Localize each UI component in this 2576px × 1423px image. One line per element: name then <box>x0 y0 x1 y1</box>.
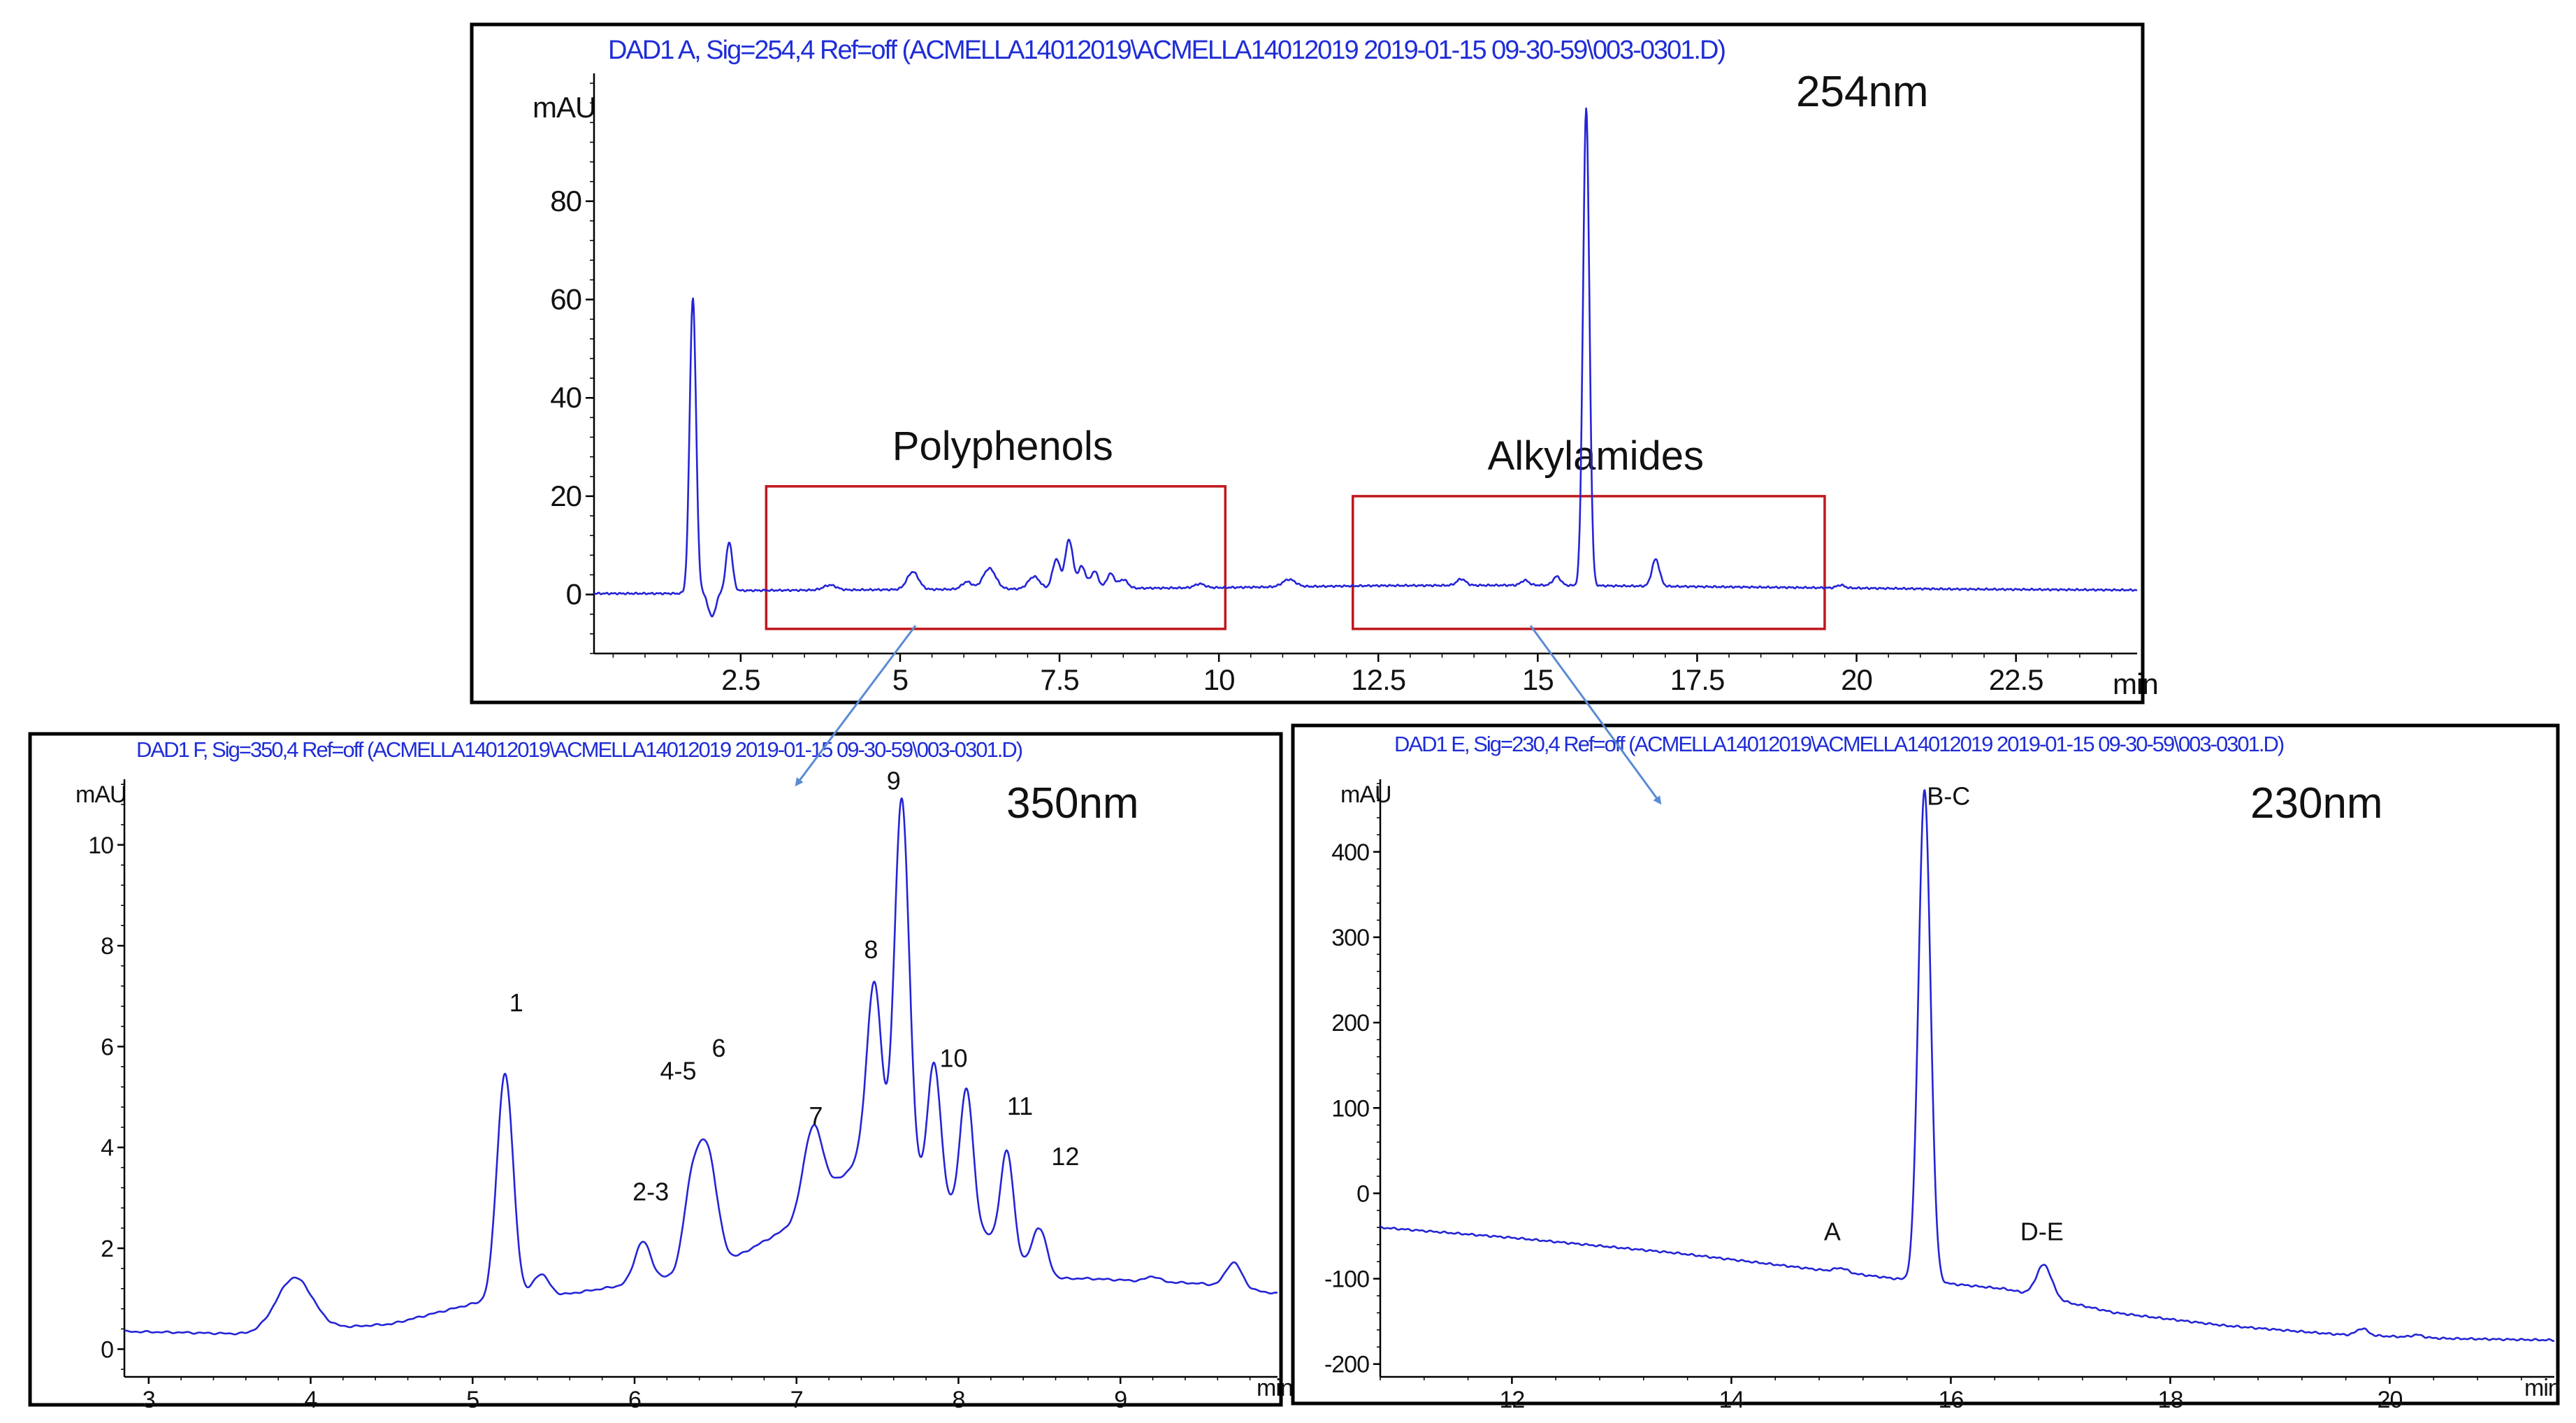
panel-frame <box>1291 723 2560 1406</box>
chart-panel-350nm: DAD1 F, Sig=350,4 Ref=off (ACMELLA140120… <box>28 732 1294 1413</box>
peak-label: 9 <box>887 766 901 795</box>
x-tick-label: 9 <box>1114 1387 1127 1413</box>
x-tick-label: 18 <box>2158 1387 2183 1413</box>
x-tick-label: 12.5 <box>1351 663 1405 696</box>
x-axis-unit: min <box>1257 1375 1293 1401</box>
x-tick-label: 7 <box>790 1387 803 1413</box>
peak-label: D-E <box>2020 1218 2064 1246</box>
x-tick-label: 2.5 <box>721 663 760 696</box>
region-label-alkylamides: Alkylamides <box>1488 433 1704 479</box>
peak-label: 10 <box>939 1043 967 1072</box>
wavelength-label: 230nm <box>2250 779 2383 828</box>
y-tick-label: 300 <box>1331 925 1369 951</box>
peak-label: 12 <box>1051 1142 1079 1171</box>
x-tick-label: 15 <box>1522 663 1554 696</box>
x-tick-label: 22.5 <box>1989 663 2043 696</box>
y-tick-label: 40 <box>550 381 581 414</box>
x-tick-label: 20 <box>1841 663 1872 696</box>
peak-label: 7 <box>809 1101 823 1130</box>
x-tick-label: 20 <box>2378 1387 2403 1413</box>
x-tick-label: 8 <box>953 1387 965 1413</box>
x-tick-label: 17.5 <box>1670 663 1725 696</box>
chart-panel-254nm: DAD1 A, Sig=254,4 Ref=off (ACMELLA140120… <box>470 22 2159 705</box>
y-axis-unit: mAU <box>533 91 595 124</box>
x-tick-label: 7.5 <box>1040 663 1078 696</box>
wavelength-label: 350nm <box>1006 779 1139 828</box>
y-tick-label: 0 <box>101 1336 113 1363</box>
peak-label: 1 <box>509 988 523 1017</box>
panel-header: DAD1 A, Sig=254,4 Ref=off (ACMELLA140120… <box>608 36 1725 65</box>
peak-label: 4-5 <box>660 1056 697 1085</box>
chromatogram-trace <box>593 107 2138 618</box>
y-tick-label: 400 <box>1331 839 1369 866</box>
y-tick-label: 80 <box>550 185 581 217</box>
y-tick-label: 100 <box>1331 1095 1369 1122</box>
peak-labels: 1 2-3 4-5 6 7 8 9 10 11 12 <box>509 766 1080 1206</box>
y-tick-label: 6 <box>101 1034 113 1060</box>
axes: 12 14 16 18 20 -200 -100 0 100 200 300 400 <box>1324 779 2554 1413</box>
y-axis-unit: mAU <box>75 781 126 808</box>
peak-label: 6 <box>711 1034 725 1062</box>
peak-label: B-C <box>1927 782 1970 811</box>
axes: 2.5 5 7.5 10 12.5 15 17.5 20 22.5 0 20 40 60 80 <box>550 73 2137 696</box>
region-boxes: Polyphenols Alkylamides <box>765 424 1826 630</box>
x-tick-label: 12 <box>1499 1387 1524 1413</box>
y-tick-label: 8 <box>101 933 113 960</box>
y-tick-label: 20 <box>550 479 581 512</box>
panel-header: DAD1 E, Sig=230,4 Ref=off (ACMELLA140120… <box>1394 732 2284 756</box>
panel-frame <box>470 22 2145 705</box>
x-tick-label: 5 <box>466 1387 479 1413</box>
zoom-arrow-alkylamides <box>1529 625 1662 805</box>
y-tick-label: 4 <box>101 1135 113 1162</box>
y-tick-label: 200 <box>1331 1010 1369 1036</box>
region-box-alkylamides <box>1352 495 1826 630</box>
peak-label: 11 <box>1007 1092 1033 1120</box>
y-tick-label: 10 <box>88 832 113 859</box>
peak-label: 8 <box>864 935 878 964</box>
wavelength-label: 254nm <box>1796 68 1929 116</box>
panel-frame <box>28 732 1283 1407</box>
region-label-polyphenols: Polyphenols <box>892 424 1113 469</box>
chromatogram-trace <box>124 797 1278 1336</box>
peak-label: 2-3 <box>632 1177 669 1206</box>
y-tick-label: 0 <box>1356 1180 1369 1207</box>
x-tick-label: 14 <box>1719 1387 1744 1413</box>
x-tick-label: 6 <box>628 1387 641 1413</box>
region-box-polyphenols <box>765 485 1227 630</box>
chart-panel-230nm: DAD1 E, Sig=230,4 Ref=off (ACMELLA140120… <box>1291 723 2561 1413</box>
peak-labels: A B-C D-E <box>1824 782 2064 1246</box>
y-tick-label: -200 <box>1324 1352 1369 1378</box>
panel-header: DAD1 F, Sig=350,4 Ref=off (ACMELLA140120… <box>136 737 1022 762</box>
y-tick-label: 60 <box>550 283 581 316</box>
x-tick-label: 16 <box>1939 1387 1964 1413</box>
y-tick-label: 2 <box>101 1236 113 1262</box>
y-tick-label: 0 <box>566 578 581 611</box>
zoom-arrow-polyphenols <box>795 625 917 787</box>
x-tick-label: 3 <box>143 1387 155 1413</box>
x-tick-label: 4 <box>305 1387 317 1413</box>
chromatogram-trace <box>1380 789 2555 1342</box>
x-axis-unit: min <box>2524 1375 2561 1401</box>
peak-label: A <box>1824 1218 1841 1246</box>
x-axis-unit: min <box>2113 667 2158 700</box>
y-axis-unit: mAU <box>1340 781 1391 808</box>
axes: 3 4 5 6 7 8 9 0 2 4 6 8 10 <box>88 779 1278 1413</box>
y-tick-label: -100 <box>1324 1266 1369 1293</box>
x-tick-label: 10 <box>1203 663 1235 696</box>
x-tick-label: 5 <box>892 663 908 696</box>
